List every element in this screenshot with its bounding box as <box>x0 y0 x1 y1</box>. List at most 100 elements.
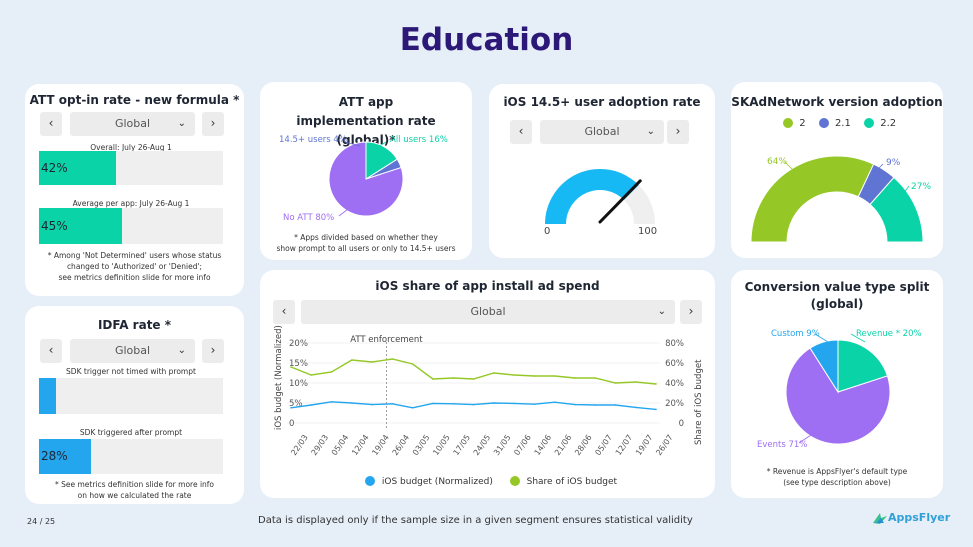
sdk-not-timed-bar-fill <box>39 378 56 414</box>
y-left-tick: 15% <box>289 359 308 369</box>
legend-label-share: Share of iOS budget <box>526 476 618 487</box>
series-point <box>411 407 414 409</box>
series-point <box>432 402 434 405</box>
series-point <box>411 363 414 365</box>
series-point <box>371 361 373 363</box>
pie-label: Revenue * 20% <box>856 329 922 339</box>
x-tick: 19/04 <box>370 433 391 457</box>
conversion-value-title-2: (global) <box>810 297 864 311</box>
series-point <box>634 406 637 409</box>
region-select-value: Global <box>584 125 620 138</box>
gauge-needle <box>598 179 642 224</box>
ios-adoption-card: iOS 14.5+ user adoption rate ‹ Global ⌄ … <box>489 84 715 258</box>
series-point <box>310 374 313 376</box>
next-button[interactable]: › <box>202 112 224 136</box>
page-number: 24 / 25 <box>27 517 56 526</box>
pie-leader-line <box>814 333 829 343</box>
appsflyer-logo-icon <box>873 513 887 524</box>
x-tick: 03/05 <box>411 433 432 457</box>
region-select[interactable]: Global ⌄ <box>70 339 195 363</box>
series-point <box>574 403 576 406</box>
next-button[interactable]: › <box>667 120 689 144</box>
y-left-tick: 0 <box>289 419 294 429</box>
conversion-value-footnote-1: * Revenue is AppsFlyer's default type <box>766 467 908 476</box>
region-select[interactable]: Global ⌄ <box>540 120 664 144</box>
gauge-max-label: 100 <box>638 226 658 237</box>
donut-label: 27% <box>911 182 931 192</box>
skad-legend: 2 2.1 2.2 <box>783 118 896 129</box>
att-implementation-footnote-2: show prompt to all users or only to 14.5… <box>276 244 456 253</box>
prev-button[interactable]: ‹ <box>40 112 62 136</box>
pie-leader-line <box>798 434 812 444</box>
idfa-footnote-1: * See metrics definition slide for more … <box>54 480 215 489</box>
y-left-tick: 20% <box>289 339 308 349</box>
pie-label: All users 16% <box>390 135 448 145</box>
series-point <box>634 381 637 383</box>
sdk-after-label: SDK triggered after prompt <box>79 428 183 437</box>
series-point <box>351 359 353 361</box>
series-point <box>533 403 536 405</box>
x-tick: 22/03 <box>289 433 310 457</box>
x-tick: 26/04 <box>391 433 412 457</box>
y-left-tick: 10% <box>289 379 308 389</box>
x-tick: 12/07 <box>614 433 635 457</box>
gauge-value-arc <box>545 169 639 224</box>
series-point <box>553 401 556 403</box>
pie-slice-custom <box>809 339 839 394</box>
sdk-after-value: 28% <box>41 449 68 463</box>
y-right-tick: 40% <box>665 379 684 389</box>
x-tick: 29/03 <box>310 433 331 457</box>
prev-button[interactable]: ‹ <box>510 120 532 144</box>
skad-card: SKAdNetwork version adoption 2 2.1 2.2 6… <box>731 82 943 258</box>
pie-label: Custom 9% <box>771 329 820 339</box>
idfa-footnote-2: on how we calculated the rate <box>77 491 192 500</box>
series-point <box>533 375 536 377</box>
page-title: Education <box>399 22 574 58</box>
overall-bar: 42% <box>39 151 223 185</box>
overall-bar-fill <box>39 151 117 185</box>
region-select-value: Global <box>114 344 151 357</box>
att-optin-title: ATT opt-in rate - new formula * <box>29 93 240 107</box>
series-point <box>330 371 333 373</box>
y-right-tick: 0 <box>679 419 684 429</box>
region-select[interactable]: Global ⌄ <box>301 300 675 324</box>
series-point <box>351 402 353 404</box>
y-left-tick: 5% <box>289 399 303 409</box>
x-tick: 31/05 <box>492 433 513 457</box>
pie-label: Events 71% <box>757 440 807 450</box>
sdk-after-bar: 28% <box>39 439 223 474</box>
x-tick: 17/05 <box>451 433 472 457</box>
gauge-min-label: 0 <box>544 226 551 237</box>
prev-button[interactable]: ‹ <box>40 339 62 363</box>
series-point <box>432 378 434 380</box>
ios-share-title: iOS share of app install ad spend <box>375 279 600 293</box>
next-button[interactable]: › <box>680 300 702 324</box>
series-point <box>513 402 515 405</box>
donut-leader-line <box>902 185 910 195</box>
y-right-tick: 80% <box>665 339 684 349</box>
series-point <box>655 383 657 385</box>
prev-button[interactable]: ‹ <box>273 300 295 324</box>
donut-leader-line <box>784 161 794 171</box>
line-legend: iOS budget (Normalized) Share of iOS bud… <box>365 476 617 487</box>
att-implementation-footnote-1: * Apps divided based on whether they <box>294 233 438 242</box>
series-point <box>594 404 596 406</box>
chevron-down-icon: ⌄ <box>177 345 186 356</box>
x-tick: 05/04 <box>330 433 351 457</box>
sdk-not-timed-label: SDK trigger not timed with prompt <box>66 367 196 376</box>
legend-swatch-share <box>509 476 520 486</box>
ios-share-card: iOS share of app install ad spend ‹ Glob… <box>260 270 715 498</box>
x-tick: 24/05 <box>472 433 493 457</box>
donut-label: 64% <box>767 157 787 167</box>
att-optin-footnote-1: * Among 'Not Determined' users whose sta… <box>47 251 222 260</box>
region-select[interactable]: Global ⌄ <box>70 112 195 136</box>
validity-note: Data is displayed only if the sample siz… <box>258 515 693 526</box>
series-point <box>574 377 576 379</box>
x-tick: 10/05 <box>431 433 452 457</box>
idfa-card: IDFA rate * ‹ Global ⌄ › SDK trigger not… <box>25 306 244 504</box>
idfa-title: IDFA rate * <box>97 318 172 332</box>
series-point <box>391 358 394 360</box>
att-implementation-pie: All users 16% 14.5+ users 4% No ATT 80% <box>279 135 448 223</box>
series-point <box>310 404 313 406</box>
next-button[interactable]: › <box>202 339 224 363</box>
